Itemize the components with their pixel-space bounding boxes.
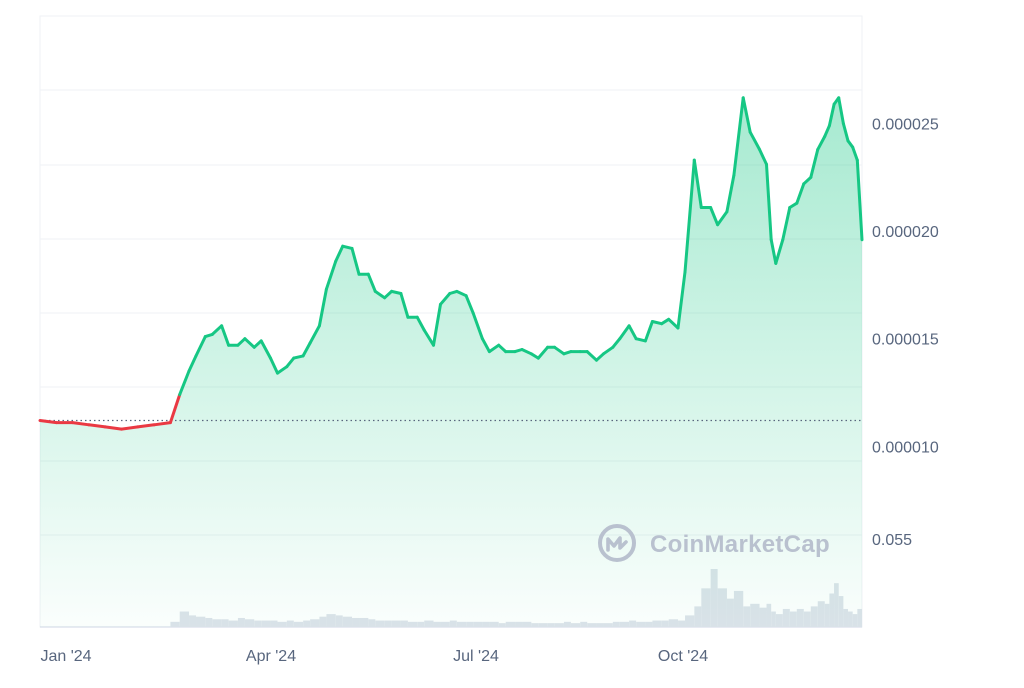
price-line-segment: [383, 289, 394, 300]
price-line-segment: [769, 238, 778, 265]
price-line-segment: [667, 317, 680, 330]
price-line-segment: [236, 337, 247, 347]
watermark-text: CoinMarketCap: [650, 531, 830, 558]
price-line-segment: [220, 324, 231, 347]
price-line-segment: [350, 246, 361, 276]
y-tick-label: 0.000010: [872, 439, 939, 456]
y-tick-label: 0.000025: [872, 117, 939, 134]
price-line-segment: [120, 425, 140, 431]
price-line-segment: [816, 135, 827, 151]
price-line-segment: [716, 210, 729, 227]
price-line-segment: [827, 102, 836, 128]
price-line-segment: [285, 356, 296, 369]
price-line-segment: [692, 158, 703, 209]
price-line-segment: [252, 339, 263, 349]
price-line-segment: [464, 294, 475, 315]
price-line-segment: [611, 337, 622, 349]
price-line-segment: [553, 345, 566, 356]
price-line-segment: [634, 337, 647, 343]
y-tick-label: 0.055: [872, 532, 912, 549]
price-line-segment: [399, 292, 410, 319]
coinmarketcap-logo-icon: [598, 524, 636, 562]
price-line-segment: [841, 122, 850, 143]
price-line-segment: [774, 238, 785, 265]
price-line-segment: [683, 158, 696, 274]
price-line-segment: [178, 369, 191, 397]
price-line-segment: [301, 341, 312, 358]
price-line-segment: [851, 145, 859, 162]
price-line-segment: [152, 421, 172, 427]
y-tick-label: 0.000020: [872, 224, 939, 241]
price-line-segment: [536, 345, 550, 360]
price-line-segment: [366, 272, 377, 293]
price-line-segment: [71, 421, 91, 427]
price-area: [40, 97, 862, 628]
price-line-segment: [432, 302, 442, 347]
price-line-segment: [497, 343, 508, 354]
price-line-segment: [341, 244, 354, 250]
price-line-segment: [210, 324, 224, 336]
y-tick-label: 0.000015: [872, 332, 939, 349]
price-line-segment: [187, 354, 198, 373]
price-line-segment: [194, 335, 207, 358]
price-line-segment: [709, 206, 720, 227]
price-line-segment: [809, 147, 820, 179]
price-line-segment: [732, 96, 745, 177]
price-line-segment: [276, 365, 289, 375]
price-line-segment: [585, 350, 598, 362]
price-line-segment: [627, 324, 638, 341]
price-line-segment: [269, 356, 279, 375]
price-line-segment: [520, 348, 533, 356]
price-line-segment: [136, 423, 156, 429]
price-line-segment: [802, 175, 813, 186]
price-line-segment: [650, 320, 664, 326]
price-line-segment: [602, 345, 615, 356]
price-line-segment: [373, 289, 387, 300]
price-line-segment: [390, 289, 403, 295]
price-line-segment: [855, 158, 864, 242]
watermark: CoinMarketCap: [598, 524, 830, 562]
price-line-segment: [259, 339, 272, 360]
price-line-segment: [725, 173, 736, 214]
price-line-segment: [168, 393, 182, 425]
price-line-segment: [308, 324, 321, 345]
price-line-segment: [439, 292, 452, 306]
price-line-segment: [334, 244, 345, 263]
price-line-segment: [758, 147, 768, 166]
price-line-segment: [243, 337, 256, 349]
price-line-segment: [741, 96, 752, 134]
x-tick-label: Jul '24: [453, 648, 499, 665]
price-line-segment: [324, 259, 338, 291]
price-line-segment: [87, 423, 107, 429]
price-line-segment: [103, 425, 123, 431]
price-line-segment: [618, 324, 631, 341]
price-line-segment: [317, 287, 328, 328]
price-line-segment: [643, 320, 654, 343]
price-line-segment: [471, 311, 484, 341]
price-line-segment: [676, 270, 687, 330]
x-tick-label: Apr '24: [246, 648, 296, 665]
x-tick-label: Oct '24: [658, 648, 708, 665]
price-line-segment: [837, 96, 845, 126]
price-line-segment: [455, 289, 468, 298]
price-line-segment: [38, 419, 58, 425]
price-line-segment: [415, 315, 426, 332]
price-line-segment: [795, 182, 806, 205]
price-line-segment: [480, 337, 491, 354]
price-line-segment: [765, 162, 773, 242]
price-line-segment: [781, 206, 792, 242]
price-line-segment: [748, 130, 761, 151]
price-line-segment: [595, 352, 605, 362]
x-tick-label: Jan '24: [40, 648, 91, 665]
price-line-segment: [823, 124, 831, 138]
price-line-segment: [292, 354, 305, 360]
price-line-segment: [487, 343, 501, 354]
price-line-segment: [422, 328, 435, 347]
